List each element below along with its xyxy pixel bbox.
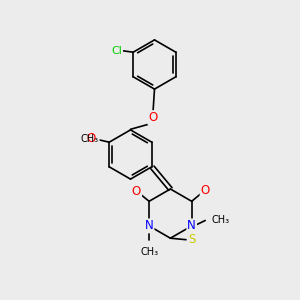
Text: CH₃: CH₃ — [211, 215, 229, 225]
Text: CH₃: CH₃ — [81, 134, 99, 144]
Text: CH₃: CH₃ — [140, 247, 158, 257]
Text: Cl: Cl — [111, 46, 122, 56]
Text: O: O — [148, 111, 158, 124]
Text: O: O — [87, 132, 96, 145]
Text: O: O — [201, 184, 210, 197]
Text: S: S — [188, 233, 196, 246]
Text: O: O — [132, 185, 141, 198]
Text: N: N — [145, 219, 154, 232]
Text: N: N — [187, 219, 196, 232]
